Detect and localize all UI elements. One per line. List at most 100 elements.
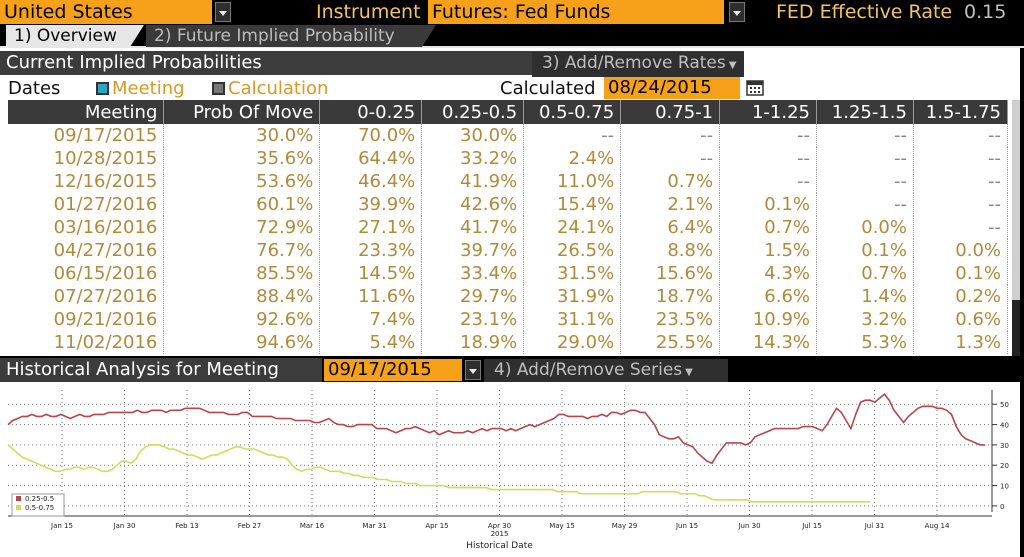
meeting-radio[interactable]: Meeting — [96, 77, 185, 101]
table-cell: 18.7% — [620, 285, 721, 308]
column-header[interactable]: Prob Of Move — [163, 100, 321, 124]
table-row[interactable]: 10/28/2015 35.6% 64.4% 33.2% 2.4% -- -- -- -- — [8, 147, 1009, 170]
calculated-date-field[interactable]: 08/24/2015 — [604, 77, 740, 99]
calendar-button[interactable] — [744, 77, 766, 99]
table-cell: 23.1% — [421, 308, 525, 331]
table-cell: -- — [816, 193, 914, 216]
table-cell: 0.7% — [719, 216, 818, 239]
table-cell: 8.8% — [620, 239, 721, 262]
column-header[interactable]: Meeting — [8, 100, 165, 124]
fed-rate-label: FED Effective Rate — [776, 1, 953, 23]
table-cell: 0.0% — [816, 216, 914, 239]
meeting-date-cell: 10/28/2015 — [8, 147, 165, 170]
y-tick-label: 50 — [1000, 401, 1009, 409]
column-header[interactable]: 0-0.25 — [319, 100, 423, 124]
meeting-date-cell: 07/27/2016 — [8, 285, 165, 308]
table-row[interactable]: 12/16/2015 53.6% 46.4% 41.9% 11.0% 0.7% -- -- -- — [8, 170, 1009, 193]
table-row[interactable]: 03/16/2016 72.9% 27.1% 41.7% 24.1% 6.4% 0.7% 0.… — [8, 216, 1009, 239]
table-cell: 94.6% — [163, 331, 321, 354]
probability-table: Meeting Prob Of Move 0-0.25 0.25-0.5 0.5-0.7… — [8, 100, 1009, 354]
table-cell: 14.3% — [719, 331, 818, 354]
series-line-0.5-0.75 — [7, 444, 870, 503]
column-header[interactable]: 0.75-1 — [620, 100, 721, 124]
y-tick-label: 0 — [1000, 503, 1004, 511]
add-remove-rates-button[interactable]: 3) Add/Remove Rates ▼ — [532, 52, 744, 77]
table-cell: 1.3% — [913, 331, 1009, 354]
country-dropdown-icon[interactable] — [215, 2, 231, 22]
table-cell: 39.7% — [421, 239, 525, 262]
table-row[interactable]: 07/27/2016 88.4% 11.6% 29.7% 31.9% 18.7% 6.6% 1… — [8, 285, 1009, 308]
table-cell: 15.6% — [620, 262, 721, 285]
table-row[interactable]: 01/27/2016 60.1% 39.9% 42.6% 15.4% 2.1% 0.1% --… — [8, 193, 1009, 216]
table-cell: 6.4% — [620, 216, 721, 239]
table-cell: -- — [719, 170, 818, 193]
add-remove-series-button[interactable]: 4) Add/Remove Series ▼ — [484, 359, 728, 384]
table-row[interactable]: 09/17/2015 30.0% 70.0% 30.0% -- -- -- -- -- — [8, 124, 1009, 147]
column-header[interactable]: 0.25-0.5 — [421, 100, 525, 124]
table-scrollbar-thumb[interactable] — [1012, 300, 1020, 356]
table-cell: 33.4% — [421, 262, 525, 285]
table-cell: 31.1% — [523, 308, 622, 331]
table-cell: 25.5% — [620, 331, 721, 354]
table-cell: 18.9% — [421, 331, 525, 354]
meeting-date-cell: 03/16/2016 — [8, 216, 165, 239]
table-cell: 3.2% — [816, 308, 914, 331]
table-cell: 5.4% — [319, 331, 423, 354]
table-row[interactable]: 11/02/2016 94.6% 5.4% 18.9% 29.0% 25.5% 14.3% 5… — [8, 331, 1009, 354]
table-row[interactable]: 04/27/2016 76.7% 23.3% 39.7% 26.5% 8.8% 1.5% 0.… — [8, 239, 1009, 262]
x-tick-label: Feb 13 — [175, 522, 199, 530]
calculation-radio[interactable]: Calculation — [212, 77, 328, 101]
caret-down-icon: ▼ — [685, 367, 693, 378]
column-header[interactable]: 0.5-0.75 — [523, 100, 622, 124]
instrument-select[interactable]: Futures: Fed Funds — [428, 0, 724, 24]
year-label: 2015 — [491, 530, 509, 538]
country-select[interactable]: United States — [0, 0, 212, 24]
x-axis-title: Historical Date — [466, 541, 533, 551]
meeting-date-cell: 04/27/2016 — [8, 239, 165, 262]
column-header[interactable]: 1-1.25 — [719, 100, 818, 124]
table-cell: 64.4% — [319, 147, 423, 170]
dates-label: Dates — [8, 78, 61, 99]
meeting-date-dropdown-icon[interactable] — [465, 360, 481, 380]
table-cell: 6.6% — [719, 285, 818, 308]
calculated-label: Calculated — [500, 78, 596, 99]
tab-future-implied-probability[interactable]: 2) Future Implied Probability — [146, 25, 422, 47]
historical-title: Historical Analysis for Meeting — [0, 358, 322, 382]
current-probs-title: Current Implied Probabilities — [6, 52, 262, 73]
column-header[interactable]: 1.25-1.5 — [816, 100, 914, 124]
x-tick-label: Mar 16 — [300, 522, 325, 530]
x-tick-label: Jan 15 — [50, 522, 73, 530]
table-row[interactable]: 06/15/2016 85.5% 14.5% 33.4% 31.5% 15.6% 4.3% 0… — [8, 262, 1009, 285]
x-tick-label: Jul 31 — [864, 522, 885, 530]
add-remove-series-label: 4) Add/Remove Series — [494, 360, 683, 380]
add-remove-rates-label: 3) Add/Remove Rates — [542, 53, 726, 73]
x-tick-label: May 15 — [549, 522, 575, 530]
table-cell: 29.0% — [523, 331, 622, 354]
table-cell: -- — [620, 147, 721, 170]
table-row[interactable]: 09/21/2016 92.6% 7.4% 23.1% 31.1% 23.5% 10.9% 3… — [8, 308, 1009, 331]
table-cell: -- — [913, 170, 1009, 193]
meeting-date-select[interactable]: 09/17/2015 — [324, 359, 462, 381]
table-cell: 5.3% — [816, 331, 914, 354]
tab-future-edge — [422, 25, 436, 47]
table-cell: 11.6% — [319, 285, 423, 308]
table-scrollbar[interactable] — [1012, 100, 1020, 356]
table-cell: 70.0% — [319, 124, 423, 147]
table-cell: 72.9% — [163, 216, 321, 239]
meeting-option-label: Meeting — [112, 78, 185, 99]
column-header[interactable]: 1.5-1.75 — [913, 100, 1009, 124]
table-cell: 0.1% — [816, 239, 914, 262]
tab-overview[interactable]: 1) Overview — [6, 25, 130, 47]
table-cell: -- — [913, 216, 1009, 239]
instrument-dropdown-icon[interactable] — [729, 2, 745, 22]
table-cell: -- — [719, 147, 818, 170]
fed-rate-value: 0.15 — [964, 1, 1007, 23]
tab-overview-edge — [130, 25, 144, 47]
x-tick-label: May 29 — [612, 522, 638, 530]
meeting-date-cell: 06/15/2016 — [8, 262, 165, 285]
table-cell: 0.7% — [620, 170, 721, 193]
x-tick-label: Jul 15 — [801, 522, 822, 530]
radio-unselected-icon — [212, 82, 225, 95]
table-cell: 0.0% — [913, 239, 1009, 262]
radio-selected-icon — [96, 82, 109, 95]
